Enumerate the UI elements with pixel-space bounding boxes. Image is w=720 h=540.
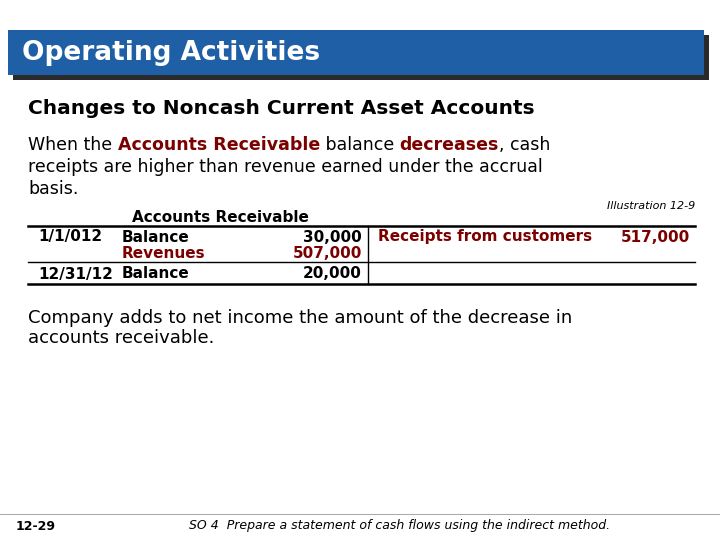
FancyBboxPatch shape — [13, 35, 709, 80]
Text: 12/31/12: 12/31/12 — [38, 267, 113, 281]
Text: Balance: Balance — [122, 267, 190, 281]
Text: accounts receivable.: accounts receivable. — [28, 329, 215, 347]
Text: receipts are higher than revenue earned under the accrual: receipts are higher than revenue earned … — [28, 158, 543, 176]
Text: Accounts Receivable: Accounts Receivable — [132, 211, 308, 226]
Text: Company adds to net income the amount of the decrease in: Company adds to net income the amount of… — [28, 309, 572, 327]
Text: Changes to Noncash Current Asset Accounts: Changes to Noncash Current Asset Account… — [28, 98, 535, 118]
Text: Operating Activities: Operating Activities — [22, 39, 320, 65]
Text: 517,000: 517,000 — [621, 230, 690, 245]
Text: balance: balance — [320, 136, 400, 154]
Text: Receipts from customers: Receipts from customers — [378, 230, 592, 245]
Text: 30,000: 30,000 — [303, 230, 362, 245]
Text: 20,000: 20,000 — [303, 267, 362, 281]
Text: Illustration 12-9: Illustration 12-9 — [607, 201, 695, 211]
Text: decreases: decreases — [400, 136, 499, 154]
Text: basis.: basis. — [28, 180, 78, 198]
Text: Revenues: Revenues — [122, 246, 206, 260]
Text: When the: When the — [28, 136, 117, 154]
Text: 507,000: 507,000 — [292, 246, 362, 260]
Text: 1/1/012: 1/1/012 — [38, 230, 102, 245]
Text: SO 4  Prepare a statement of cash flows using the indirect method.: SO 4 Prepare a statement of cash flows u… — [189, 519, 611, 532]
Text: Balance: Balance — [122, 230, 190, 245]
Text: , cash: , cash — [499, 136, 550, 154]
Text: Accounts Receivable: Accounts Receivable — [117, 136, 320, 154]
Text: 12-29: 12-29 — [16, 519, 56, 532]
FancyBboxPatch shape — [8, 30, 704, 75]
